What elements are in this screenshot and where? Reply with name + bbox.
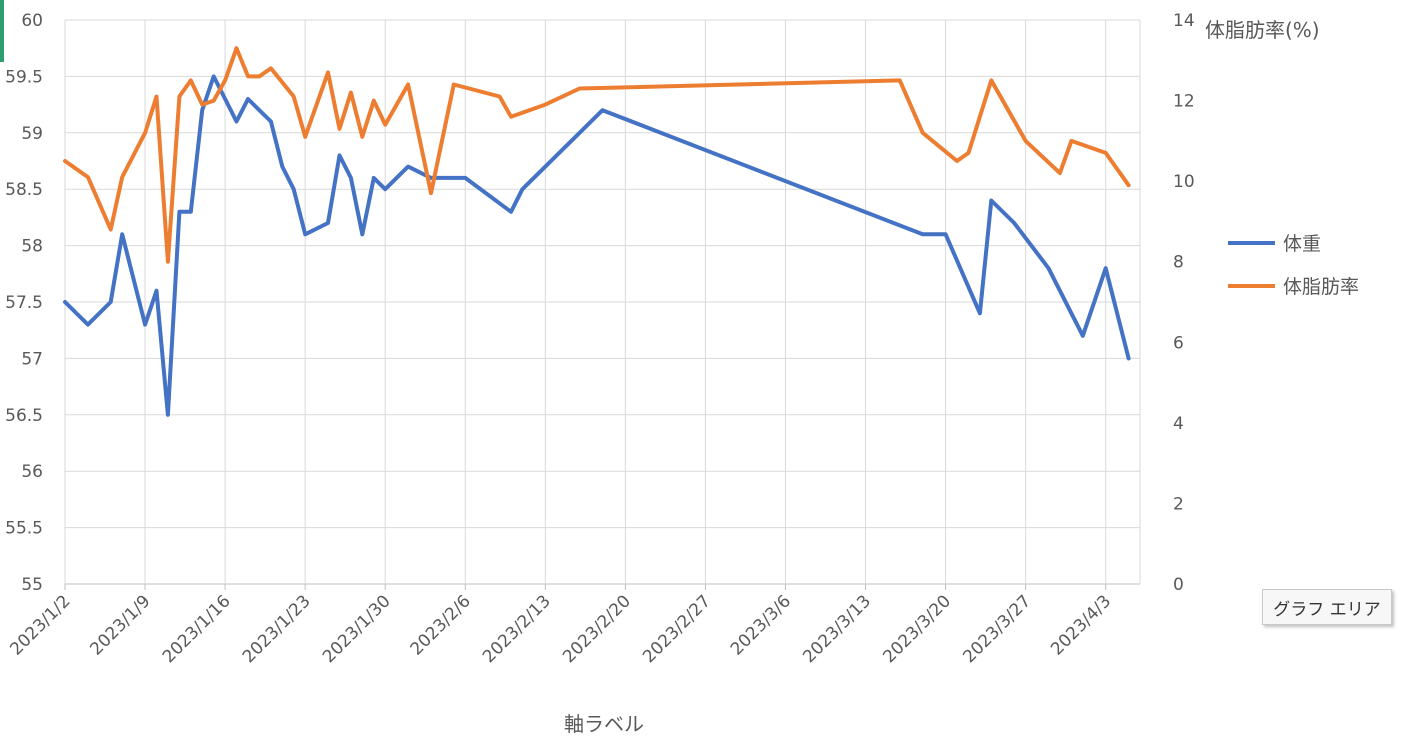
y2-tick-label: 12 — [1173, 92, 1195, 112]
y-tick-label: 55.5 — [5, 519, 43, 539]
y2-tick-label: 6 — [1173, 333, 1184, 353]
x-axis-title: 軸ラベル — [564, 712, 644, 736]
series-line-bodyfat[interactable] — [63, 46, 1131, 264]
series-line-weight[interactable] — [63, 74, 1131, 417]
chart-area-tooltip: グラフ エリア — [1262, 589, 1392, 625]
x-tick-label: 2023/1/9 — [86, 591, 154, 659]
x-tick-label: 2023/1/2 — [6, 591, 74, 659]
x-tick-label: 2023/1/30 — [319, 591, 395, 667]
y-tick-label: 58.5 — [5, 180, 43, 200]
x-tick-label: 2023/3/13 — [799, 591, 875, 667]
x-tick-label: 2023/2/6 — [407, 591, 475, 659]
x-tick-label: 2023/3/6 — [727, 591, 795, 659]
x-tick-label: 2023/1/23 — [239, 591, 315, 667]
series-lines — [63, 46, 1131, 417]
y-tick-label: 55 — [21, 575, 43, 595]
y-tick-label: 56.5 — [5, 406, 43, 426]
y2-tick-label: 8 — [1173, 253, 1184, 273]
x-axis-ticks: 2023/1/2 2023/1/9 2023/1/16 2023/1/23 2023/1… — [6, 591, 1115, 667]
right-y-axis-ticks: 14 12 10 8 6 4 2 0 — [1173, 11, 1195, 595]
y2-tick-label: 14 — [1173, 11, 1195, 31]
x-tick-label: 2023/2/13 — [479, 591, 555, 667]
y-tick-label: 56 — [21, 462, 43, 482]
y2-tick-label: 2 — [1173, 494, 1184, 514]
right-axis-title: 体脂肪率(%) — [1205, 18, 1320, 42]
x-tick-label: 2023/1/16 — [159, 591, 235, 667]
selection-edge-marker — [0, 0, 4, 62]
y-tick-label: 59 — [21, 124, 43, 144]
x-tick-label: 2023/2/20 — [559, 591, 635, 667]
gridlines — [64, 19, 1141, 590]
y-tick-label: 60 — [21, 11, 43, 31]
x-tick-label: 2023/3/20 — [879, 591, 955, 667]
left-y-axis-ticks: 60 59.5 59 58.5 58 57.5 57 56.5 56 55.5 55 — [5, 11, 43, 595]
y2-tick-label: 4 — [1173, 414, 1184, 434]
legend-label: 体脂肪率 — [1283, 276, 1359, 298]
x-tick-label: 2023/2/27 — [639, 591, 715, 667]
y-tick-label: 57.5 — [5, 293, 43, 313]
legend-label: 体重 — [1283, 233, 1321, 255]
y2-tick-label: 0 — [1173, 575, 1184, 595]
y2-tick-label: 10 — [1173, 172, 1195, 192]
y-tick-label: 58 — [21, 237, 43, 257]
y-tick-label: 57 — [21, 349, 43, 369]
x-tick-label: 2023/4/3 — [1047, 591, 1115, 659]
y-tick-label: 59.5 — [5, 67, 43, 87]
x-tick-label: 2023/3/27 — [959, 591, 1035, 667]
